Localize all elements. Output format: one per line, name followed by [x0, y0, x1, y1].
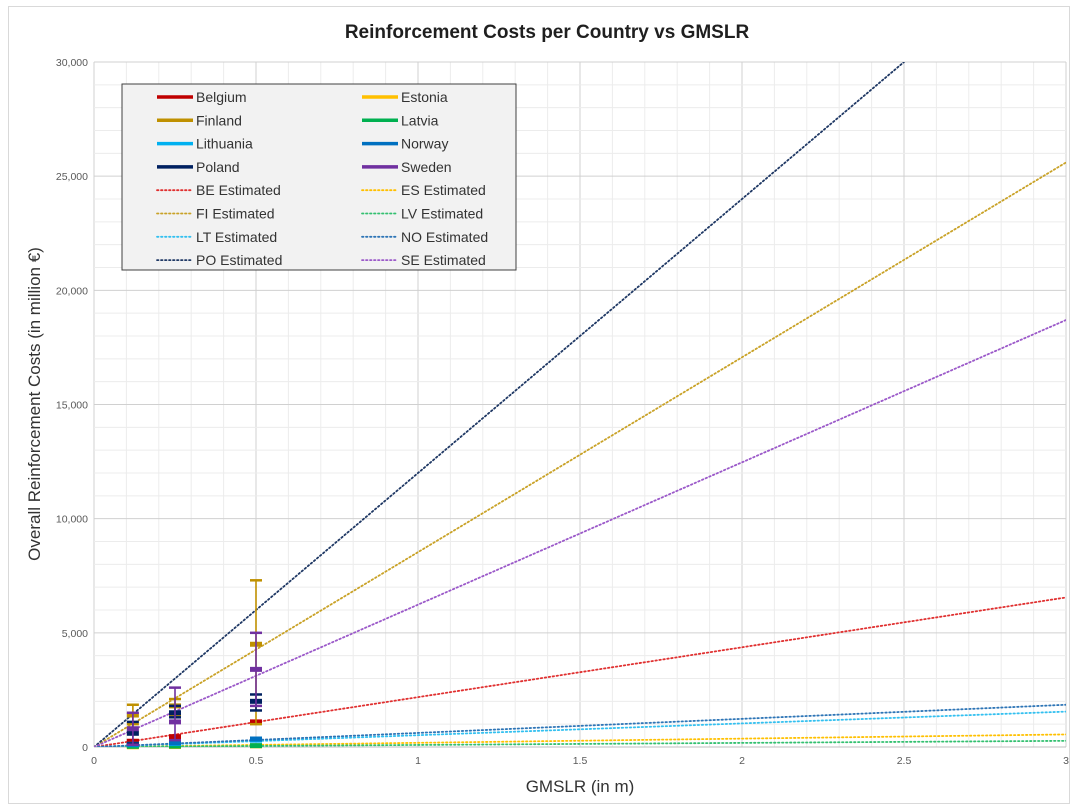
legend-label: ES Estimated	[401, 182, 486, 198]
legend-label: LT Estimated	[196, 229, 277, 245]
y-tick-label: 0	[82, 742, 88, 754]
x-axis-label: GMSLR (in m)	[526, 777, 635, 796]
legend-label: Sweden	[401, 159, 452, 175]
x-tick-label: 2	[739, 755, 745, 767]
chart-title: Reinforcement Costs per Country vs GMSLR	[345, 22, 750, 43]
legend-label: Estonia	[401, 89, 448, 105]
legend-item-lt-estimated: LT Estimated	[156, 229, 277, 245]
y-tick-label: 15,000	[56, 400, 88, 412]
x-tick-label: 1.5	[573, 755, 588, 767]
legend-label: SE Estimated	[401, 252, 486, 268]
y-tick-label: 30,000	[56, 57, 88, 69]
data-markers	[126, 579, 262, 750]
legend-item-lithuania: Lithuania	[157, 136, 253, 152]
legend-item-es-estimated: ES Estimated	[361, 182, 486, 198]
legend-label: Norway	[401, 136, 448, 152]
y-tick-label: 5,000	[62, 628, 88, 640]
legend-label: Finland	[196, 112, 242, 128]
legend-label: FI Estimated	[196, 206, 275, 222]
legend-label: Lithuania	[196, 136, 253, 152]
tick-labels: 0 0.5 1 1.5 2 2.5 3 0 5,000 10,000 15,000 20,000 25,…	[56, 57, 1069, 767]
x-tick-label: 2.5	[897, 755, 912, 767]
legend-item-se-estimated: SE Estimated	[361, 252, 486, 268]
legend-item-sweden: Sweden	[362, 159, 452, 175]
legend-item-lv-estimated: LV Estimated	[361, 206, 483, 222]
x-tick-label: 3	[1063, 755, 1069, 767]
legend-item-no-estimated: NO Estimated	[361, 229, 488, 245]
legend-item-poland: Poland	[157, 159, 240, 175]
legend-item-estonia: Estonia	[362, 89, 448, 105]
x-tick-label: 0.5	[249, 755, 264, 767]
fit-line-po-estimated	[94, 62, 905, 747]
legend-item-fi-estimated: FI Estimated	[156, 206, 275, 222]
legend-item-norway: Norway	[362, 136, 448, 152]
legend-label: Latvia	[401, 112, 439, 128]
legend-label: BE Estimated	[196, 182, 281, 198]
y-tick-label: 25,000	[56, 171, 88, 183]
x-tick-label: 1	[415, 755, 421, 767]
legend-box	[121, 83, 517, 271]
legend-label: Belgium	[196, 89, 247, 105]
legend-item-po-estimated: PO Estimated	[156, 252, 282, 268]
legend-item-finland: Finland	[157, 112, 242, 128]
legend: Belgium Estonia Finland Latvia Lithuania Norw…	[121, 83, 517, 271]
y-axis-label: Overall Reinforcement Costs (in million …	[25, 247, 44, 561]
legend-label: LV Estimated	[401, 206, 483, 222]
series-sweden	[126, 631, 262, 746]
legend-label: NO Estimated	[401, 229, 488, 245]
legend-item-latvia: Latvia	[362, 112, 439, 128]
x-tick-label: 0	[91, 755, 97, 767]
legend-item-be-estimated: BE Estimated	[156, 182, 281, 198]
y-tick-label: 10,000	[56, 514, 88, 526]
legend-label: Poland	[196, 159, 240, 175]
legend-label: PO Estimated	[196, 252, 282, 268]
y-tick-label: 20,000	[56, 285, 88, 297]
legend-item-belgium: Belgium	[157, 89, 247, 105]
